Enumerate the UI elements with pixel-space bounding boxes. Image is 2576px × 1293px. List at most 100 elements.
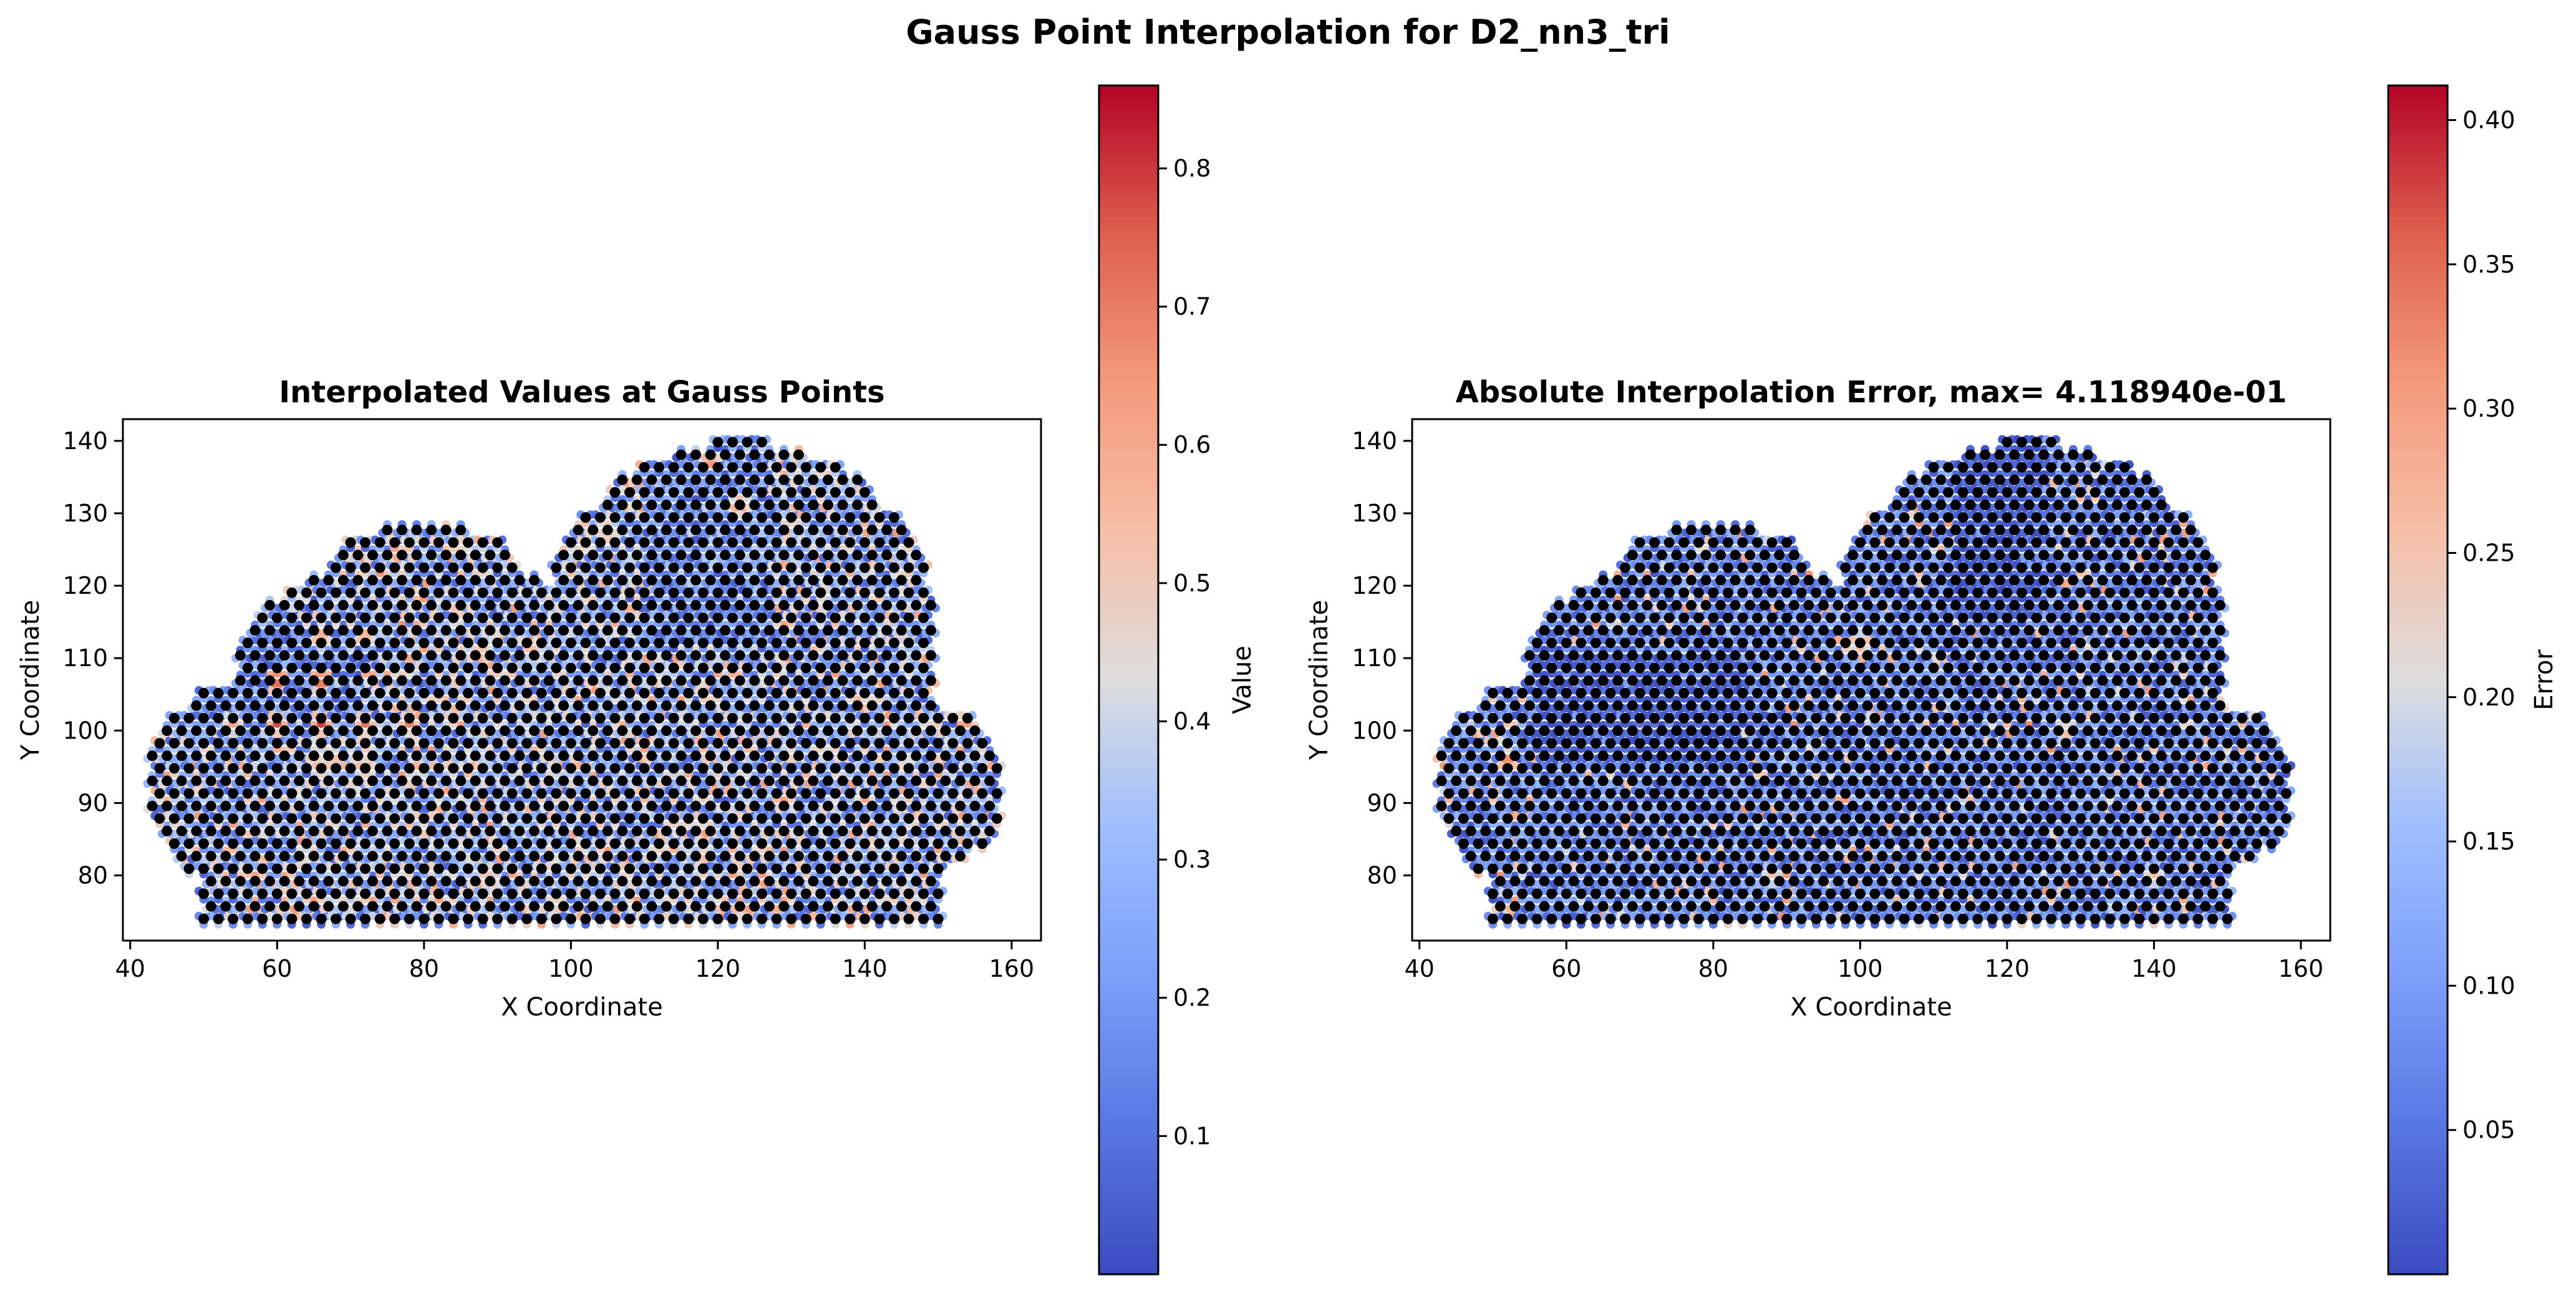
mesh-node: [191, 825, 202, 836]
mesh-node: [823, 750, 833, 762]
mesh-node: [301, 888, 312, 899]
mesh-node: [397, 851, 407, 862]
mesh-node: [763, 876, 775, 887]
mesh-node: [249, 876, 261, 887]
mesh-node: [815, 888, 826, 899]
mesh-node: [697, 637, 709, 649]
mesh-node: [602, 800, 613, 811]
mesh-node: [426, 700, 437, 711]
mesh-node: [514, 700, 525, 711]
mesh-node: [962, 788, 973, 799]
mesh-node: [463, 838, 473, 849]
mesh-node: [301, 637, 312, 649]
mesh-node: [264, 800, 275, 811]
mesh-node: [323, 725, 334, 736]
mesh-node: [440, 750, 452, 762]
mesh-node: [859, 838, 870, 849]
mesh-node: [271, 913, 283, 924]
mesh-node: [433, 763, 444, 774]
mesh-node: [852, 750, 863, 762]
mesh-node: [991, 763, 1002, 774]
mesh-node: [889, 863, 899, 874]
mesh-node: [485, 851, 496, 862]
mesh-node: [778, 775, 790, 787]
mesh-node: [793, 650, 804, 661]
mesh-node: [661, 775, 672, 787]
mesh-node: [896, 800, 907, 811]
mesh-node: [697, 687, 709, 699]
mesh-node: [940, 725, 951, 736]
mesh-node: [771, 813, 782, 824]
mesh-node: [874, 863, 885, 874]
mesh-node: [235, 775, 246, 787]
mesh-node: [301, 738, 312, 749]
mesh-node: [301, 763, 312, 774]
mesh-node: [301, 712, 312, 724]
mesh-node: [205, 800, 216, 811]
mesh-node: [183, 763, 195, 774]
mesh-node: [823, 800, 833, 811]
mesh-node: [360, 838, 371, 849]
mesh-node: [852, 700, 863, 711]
mesh-node: [823, 851, 833, 862]
mesh-node: [440, 901, 452, 912]
mesh-node: [734, 725, 745, 736]
mesh-node: [617, 775, 628, 787]
mesh-node: [286, 637, 298, 649]
mesh-node: [720, 825, 731, 836]
mesh-node: [463, 738, 473, 749]
mesh-node: [683, 813, 694, 824]
mesh-node: [690, 700, 701, 711]
mesh-node: [345, 788, 356, 799]
mesh-node: [588, 851, 599, 862]
mesh-node: [845, 838, 856, 849]
mesh-node: [565, 738, 576, 749]
mesh-node: [529, 725, 540, 736]
mesh-node: [301, 863, 312, 874]
mesh-node: [506, 863, 518, 874]
mesh-node: [308, 901, 319, 912]
mesh-node: [852, 725, 863, 736]
mesh-node: [506, 662, 518, 674]
mesh-node: [331, 788, 341, 799]
mesh-node: [757, 637, 767, 649]
mesh-node: [220, 775, 231, 787]
mesh-node: [580, 687, 591, 699]
mesh-node: [705, 851, 716, 862]
mesh-node: [646, 876, 657, 887]
mesh-node: [235, 725, 246, 736]
mesh-node: [712, 838, 724, 849]
mesh-node: [316, 637, 327, 649]
mesh-node: [529, 650, 540, 661]
mesh-node: [506, 637, 518, 649]
mesh-node: [506, 838, 518, 849]
mesh-node: [228, 888, 239, 899]
mesh-node: [757, 738, 767, 749]
mesh-node: [374, 788, 385, 799]
mesh-node: [448, 712, 459, 724]
mesh-node: [308, 851, 319, 862]
mesh-node: [529, 675, 540, 686]
mesh-node: [955, 825, 966, 836]
mesh-node: [771, 712, 782, 724]
mesh-node: [734, 775, 745, 787]
mesh-node: [426, 625, 437, 636]
mesh-node: [947, 838, 959, 849]
mesh-node: [404, 637, 415, 649]
mesh-node: [697, 838, 709, 849]
mesh-node: [727, 662, 738, 674]
mesh-node: [661, 750, 672, 762]
mesh-node: [257, 687, 268, 699]
mesh-node: [771, 863, 782, 874]
mesh-node: [720, 901, 731, 912]
mesh-node: [404, 763, 415, 774]
mesh-node: [389, 712, 400, 724]
mesh-node: [668, 662, 679, 674]
mesh-node: [654, 838, 665, 849]
figure-title: Gauss Point Interpolation for D2_nn3_tri: [906, 12, 1670, 52]
mesh-node: [470, 650, 481, 661]
mesh-node: [881, 901, 893, 912]
mesh-node: [984, 750, 995, 762]
mesh-node: [499, 876, 510, 887]
mesh-node: [697, 863, 709, 874]
